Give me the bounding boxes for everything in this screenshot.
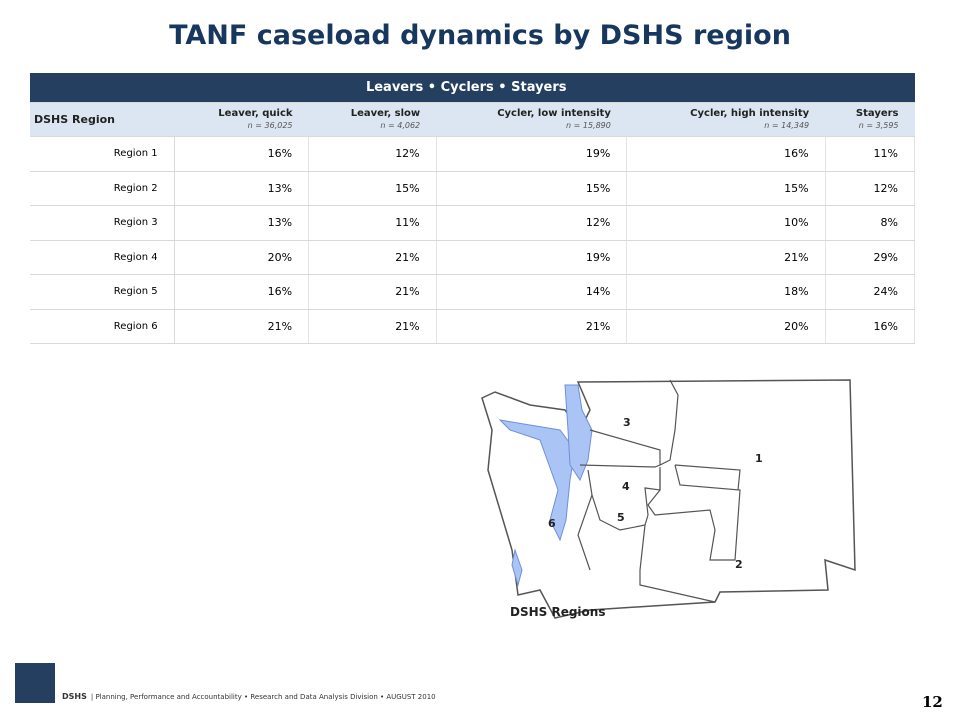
table-row: Region 2 13% 15% 15% 15% 12% bbox=[30, 171, 916, 206]
value-cell: 15% bbox=[436, 171, 628, 206]
value-cell: 11% bbox=[308, 205, 437, 241]
column-name: Cycler, low intensity bbox=[497, 107, 611, 119]
region-header: DSHS Region bbox=[30, 102, 175, 137]
region-label: 3 bbox=[623, 416, 631, 429]
column-n: n = 14,349 bbox=[764, 120, 810, 130]
column-header: Stayers n = 3,595 bbox=[825, 102, 915, 137]
value-cell: 15% bbox=[626, 171, 826, 206]
value-cell: 16% bbox=[626, 136, 826, 172]
footer-text: Planning, Performance and Accountability… bbox=[95, 693, 436, 701]
table-row: Region 1 16% 12% 19% 16% 11% bbox=[30, 136, 916, 172]
region-cell: Region 3 bbox=[30, 205, 175, 241]
map-caption: DSHS Regions bbox=[510, 605, 605, 619]
slide-title: TANF caseload dynamics by DSHS region bbox=[169, 20, 791, 51]
value-cell: 21% bbox=[308, 240, 437, 275]
column-name: Stayers bbox=[855, 107, 899, 119]
value-cell: 21% bbox=[626, 240, 826, 275]
column-header: Leaver, slow n = 4,062 bbox=[308, 102, 437, 137]
water bbox=[564, 384, 593, 482]
state-outline bbox=[481, 379, 856, 619]
value-cell: 29% bbox=[825, 240, 916, 275]
column-n: n = 15,890 bbox=[566, 120, 611, 130]
banner-row: Leavers • Cyclers • Stayers bbox=[30, 73, 915, 103]
region-label: 4 bbox=[622, 480, 630, 493]
column-header: Leaver, quick n = 36,025 bbox=[174, 102, 309, 137]
region-label: 1 bbox=[755, 452, 763, 465]
column-n: n = 36,025 bbox=[247, 120, 293, 130]
value-cell: 16% bbox=[825, 309, 916, 344]
value-cell: 8% bbox=[825, 205, 916, 241]
value-cell: 14% bbox=[436, 274, 628, 310]
logo bbox=[15, 663, 55, 703]
region-cell: Region 4 bbox=[30, 240, 175, 275]
region-label: 5 bbox=[617, 511, 625, 524]
value-cell: 21% bbox=[308, 274, 437, 310]
value-cell: 13% bbox=[174, 171, 310, 206]
value-cell: 12% bbox=[825, 171, 916, 206]
value-cell: 19% bbox=[436, 240, 628, 275]
value-cell: 20% bbox=[174, 240, 310, 275]
value-cell: 24% bbox=[825, 274, 916, 310]
column-header: Cycler, high intensity n = 14,349 bbox=[626, 102, 826, 137]
column-name: Leaver, quick bbox=[218, 107, 293, 119]
region-cell: Region 5 bbox=[30, 274, 175, 310]
value-cell: 21% bbox=[436, 309, 628, 344]
region-label: 2 bbox=[735, 558, 743, 571]
value-cell: 12% bbox=[436, 205, 628, 241]
value-cell: 21% bbox=[174, 309, 310, 344]
column-n: n = 4,062 bbox=[380, 120, 421, 130]
page-number: 12 bbox=[922, 693, 943, 711]
region-map: 1 2 3 4 5 6 DSHS Regions bbox=[481, 379, 856, 619]
value-cell: 12% bbox=[308, 136, 437, 172]
table-row: Region 3 13% 11% 12% 10% 8% bbox=[30, 205, 916, 241]
region-label: 6 bbox=[548, 517, 556, 530]
column-n: n = 3,595 bbox=[858, 120, 899, 130]
column-header: Cycler, low intensity n = 15,890 bbox=[436, 102, 627, 137]
region-cell: Region 2 bbox=[30, 171, 175, 206]
value-cell: 20% bbox=[626, 309, 826, 344]
value-cell: 15% bbox=[308, 171, 437, 206]
footer: DSHS | Planning, Performance and Accounta… bbox=[62, 692, 436, 701]
value-cell: 16% bbox=[174, 274, 310, 310]
value-cell: 21% bbox=[308, 309, 437, 344]
value-cell: 10% bbox=[626, 205, 826, 241]
banner: Leavers • Cyclers • Stayers bbox=[30, 73, 915, 103]
column-name: Leaver, slow bbox=[350, 107, 421, 119]
header-row: DSHS Region Leaver, quick n = 36,025 Leaver… bbox=[30, 102, 915, 137]
footer-org: DSHS bbox=[62, 692, 87, 701]
column-name: Cycler, high intensity bbox=[690, 107, 810, 119]
region-cell: Region 1 bbox=[30, 136, 175, 172]
value-cell: 11% bbox=[825, 136, 916, 172]
table-row: Region 6 21% 21% 21% 20% 16% bbox=[30, 309, 916, 344]
region-borders bbox=[577, 379, 741, 603]
table-row: Region 5 16% 21% 14% 18% 24% bbox=[30, 274, 916, 310]
value-cell: 16% bbox=[174, 136, 310, 172]
value-cell: 18% bbox=[626, 274, 826, 310]
data-table: Leavers • Cyclers • Stayers DSHS Region L… bbox=[30, 73, 916, 344]
water bbox=[511, 548, 523, 587]
region-cell: Region 6 bbox=[30, 309, 175, 344]
value-cell: 19% bbox=[436, 136, 628, 172]
table-row: Region 4 20% 21% 19% 21% 29% bbox=[30, 240, 916, 275]
value-cell: 13% bbox=[174, 205, 310, 241]
